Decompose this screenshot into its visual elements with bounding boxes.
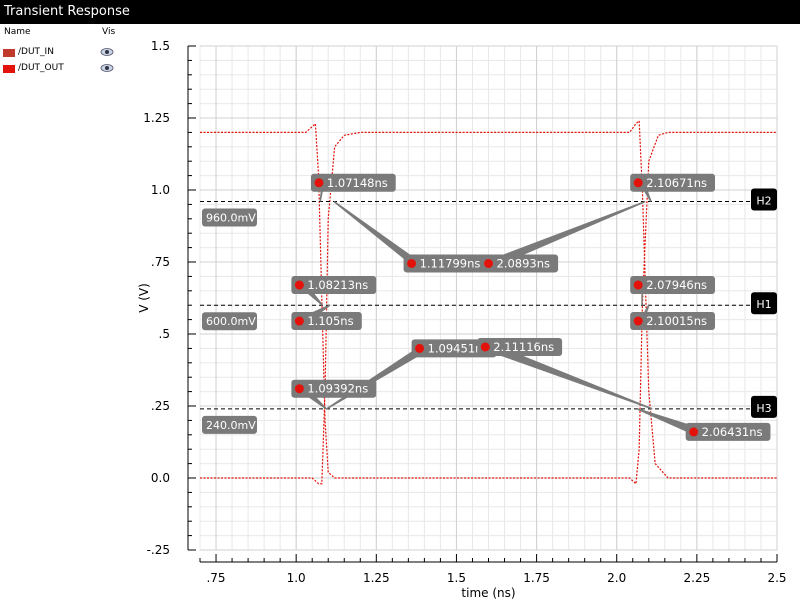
title-bar: Transient Response — [0, 0, 800, 24]
marker-label: 1.105ns — [307, 314, 353, 328]
eye-icon[interactable] — [100, 47, 114, 57]
marker-label: 2.10015ns — [646, 314, 707, 328]
marker-box — [310, 173, 396, 192]
marker-label: 2.06431ns — [702, 425, 763, 439]
marker-box — [685, 422, 771, 441]
legend-item-label: /DUT_OUT — [18, 63, 64, 73]
cursor-id-label: H2 — [756, 195, 771, 208]
marker-box — [630, 312, 715, 331]
legend-header: Name Vis — [4, 27, 124, 39]
cursor-id-tag — [751, 292, 777, 315]
x-tick-label: 2.25 — [684, 571, 711, 585]
marker-box — [477, 337, 563, 356]
marker-label: 1.08213ns — [307, 278, 368, 292]
legend-swatch — [3, 65, 15, 73]
y-tick-label: .75 — [151, 255, 170, 269]
series-line — [200, 119, 777, 485]
legend-vis-header: Vis — [102, 27, 116, 37]
marker-label: 2.0893ns — [497, 256, 551, 270]
marker-label: 2.07946ns — [646, 278, 707, 292]
marker-label: 2.11116ns — [493, 340, 554, 354]
marker-label: 1.09392ns — [307, 382, 368, 396]
marker-label: 1.09451ns — [428, 341, 489, 355]
y-tick-label: -.25 — [147, 543, 170, 557]
cursor-value-tag — [202, 415, 257, 434]
y-tick-label: 1.25 — [143, 111, 170, 125]
cursor-id-tag — [751, 395, 777, 418]
legend-panel: Name Vis /DUT_IN /DUT_OUT — [0, 24, 128, 84]
marker-dot — [294, 280, 304, 290]
marker-dot — [480, 342, 490, 352]
marker-dot — [633, 178, 643, 188]
marker-dot — [294, 384, 304, 394]
cursor-id-tag — [751, 188, 777, 211]
marker-box — [291, 276, 377, 295]
legend-item-dut-in[interactable]: /DUT_IN — [2, 46, 126, 60]
x-tick-label: 1.75 — [523, 571, 550, 585]
y-tick-label: 1.5 — [151, 39, 170, 53]
legend-item-label: /DUT_IN — [18, 47, 54, 57]
marker-label: 1.11799ns — [420, 256, 481, 270]
legend-item-dut-out[interactable]: /DUT_OUT — [2, 62, 126, 76]
marker-box — [630, 276, 715, 295]
y-tick-label: .25 — [151, 399, 170, 413]
marker-dot — [689, 427, 699, 437]
marker-label: 2.10671ns — [646, 176, 707, 190]
x-tick-label: .75 — [206, 571, 225, 585]
x-tick-label: 2.5 — [767, 571, 786, 585]
marker-dot — [407, 258, 417, 268]
cursor-value-tag — [202, 208, 257, 227]
marker-dot — [415, 343, 425, 353]
series-line — [200, 122, 777, 486]
marker-dot — [633, 280, 643, 290]
y-axis-label: V (V) — [137, 283, 151, 313]
y-tick-label: 0.0 — [151, 471, 170, 485]
eye-icon[interactable] — [100, 63, 114, 73]
x-tick-label: 1.5 — [447, 571, 466, 585]
cursor-value-label: 600.0mV — [206, 315, 256, 328]
marker-dot — [484, 258, 493, 268]
cursor-value-label: 240.0mV — [206, 419, 256, 432]
window-title: Transient Response — [4, 4, 130, 19]
legend-swatch — [3, 49, 15, 57]
cursor-id-label: H3 — [756, 402, 771, 415]
marker-box — [403, 254, 489, 273]
marker-box — [291, 312, 362, 331]
y-tick-label: .5 — [159, 327, 170, 341]
marker-dot — [294, 316, 304, 326]
marker-dot — [314, 178, 324, 188]
y-tick-label: 1.0 — [151, 183, 170, 197]
marker-box — [411, 339, 497, 358]
cursor-value-label: 960.0mV — [206, 212, 256, 225]
marker-dot — [633, 316, 643, 326]
x-axis-label: time (ns) — [461, 586, 515, 600]
marker-box — [480, 254, 559, 273]
marker-label: 1.07148ns — [327, 176, 388, 190]
x-tick-label: 1.25 — [363, 571, 390, 585]
marker-box — [630, 173, 715, 192]
x-tick-label: 1.0 — [287, 571, 306, 585]
x-tick-label: 2.0 — [607, 571, 626, 585]
cursor-id-label: H1 — [756, 298, 771, 311]
transient-chart: 1.5 1.25 1.0 .75 .5 .25 0.0 -.25 .75 1.0 1.25 1.5 1.… — [137, 39, 787, 600]
cursor-value-tag — [202, 312, 257, 331]
marker-box — [291, 379, 377, 398]
legend-name-header: Name — [4, 27, 31, 37]
